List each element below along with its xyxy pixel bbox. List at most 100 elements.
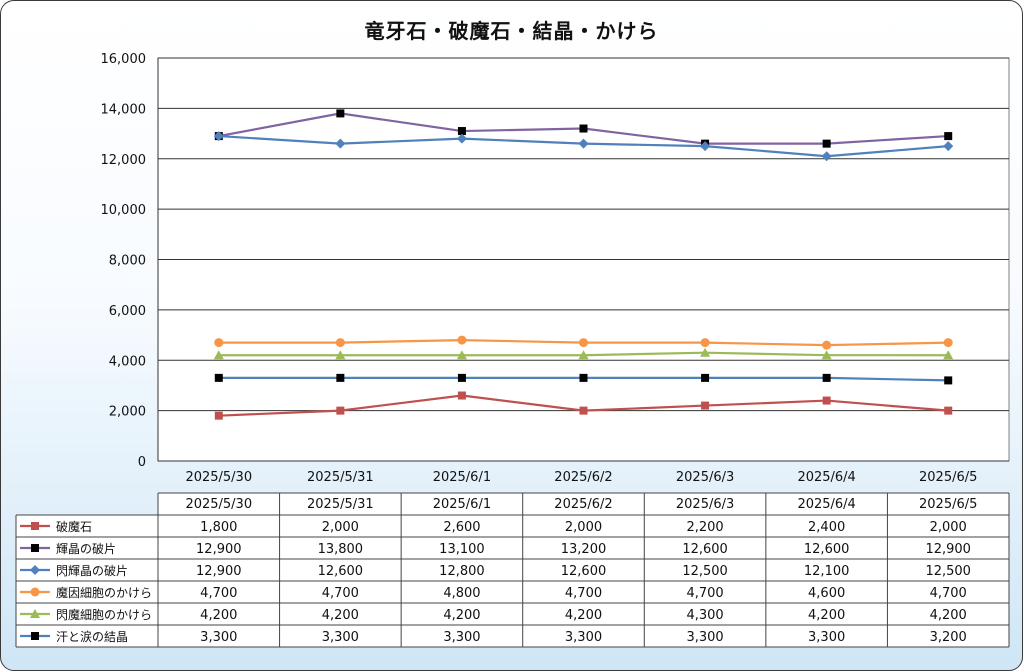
data-point bbox=[578, 350, 589, 360]
data-table: 2025/5/30 2025/5/31 2025/6/1 2025/6/2 2025/6… bbox=[15, 492, 1010, 648]
data-point bbox=[456, 350, 467, 360]
table-cell: 4,200 bbox=[930, 608, 967, 623]
table-header-cell: 2025/5/30 bbox=[185, 497, 252, 512]
legend-label: 閃魔細胞のかけら bbox=[56, 607, 152, 622]
data-point bbox=[943, 350, 954, 360]
data-point bbox=[700, 347, 711, 357]
x-tick-label: 2025/6/4 bbox=[797, 470, 855, 485]
data-point bbox=[457, 373, 466, 382]
table-cell: 4,300 bbox=[686, 608, 723, 623]
table-cell: 3,300 bbox=[200, 630, 237, 645]
legend-label: 閃輝晶の破片 bbox=[56, 563, 128, 578]
data-point bbox=[335, 350, 346, 360]
y-tick-label: 12,000 bbox=[101, 153, 147, 168]
data-point bbox=[578, 138, 589, 149]
data-point bbox=[214, 411, 223, 420]
legend-key-marker bbox=[31, 632, 39, 640]
table-cell: 4,700 bbox=[686, 586, 723, 601]
data-point bbox=[335, 138, 346, 149]
table-cell: 12,600 bbox=[682, 542, 728, 557]
table-cell: 12,900 bbox=[196, 542, 242, 557]
table-cell: 12,500 bbox=[682, 564, 728, 579]
table-cell: 13,800 bbox=[318, 542, 364, 557]
data-point bbox=[944, 406, 953, 415]
legend-label: 汗と涙の結晶 bbox=[56, 629, 128, 644]
table-cell: 12,600 bbox=[561, 564, 607, 579]
table-cell: 12,900 bbox=[925, 542, 971, 557]
data-point bbox=[700, 338, 710, 348]
data-point bbox=[701, 373, 710, 382]
table-cell: 4,200 bbox=[200, 608, 237, 623]
data-point bbox=[943, 141, 954, 152]
series-1 bbox=[214, 391, 953, 420]
x-tick-label: 2025/6/5 bbox=[919, 470, 977, 485]
x-tick-label: 2025/6/1 bbox=[433, 470, 491, 485]
legend-key-marker bbox=[31, 544, 39, 552]
legend-key-marker bbox=[30, 587, 40, 597]
data-point bbox=[456, 133, 467, 144]
data-point bbox=[821, 350, 832, 360]
table-cell: 12,500 bbox=[925, 564, 971, 579]
legend-key-marker bbox=[30, 565, 40, 575]
series-3 bbox=[213, 131, 954, 162]
series-lines bbox=[213, 109, 954, 420]
x-tick-label: 2025/5/30 bbox=[185, 470, 252, 485]
table-cell: 4,200 bbox=[322, 608, 359, 623]
legend-label: 輝晶の破片 bbox=[56, 541, 116, 556]
y-tick-label: 0 bbox=[138, 455, 146, 470]
table-cell: 2,600 bbox=[443, 520, 480, 535]
data-point bbox=[213, 131, 224, 142]
table-cell: 4,800 bbox=[443, 586, 480, 601]
table-cell: 4,700 bbox=[322, 586, 359, 601]
series-6 bbox=[214, 373, 953, 385]
gridlines bbox=[157, 57, 1010, 462]
table-cell: 12,600 bbox=[804, 542, 850, 557]
table-cell: 12,600 bbox=[318, 564, 364, 579]
data-point bbox=[822, 373, 831, 382]
table-header-cell: 2025/5/31 bbox=[307, 497, 374, 512]
data-point bbox=[944, 132, 953, 141]
y-tick-label: 14,000 bbox=[101, 102, 147, 117]
table-cell: 4,600 bbox=[808, 586, 845, 601]
table-header-cell: 2025/6/4 bbox=[797, 497, 855, 512]
x-tick-label: 2025/6/3 bbox=[676, 470, 734, 485]
data-point bbox=[822, 396, 831, 405]
data-point bbox=[579, 373, 588, 382]
data-point bbox=[821, 151, 832, 162]
y-tick-label: 4,000 bbox=[109, 354, 146, 369]
data-point bbox=[944, 376, 953, 385]
legend-label: 破魔石 bbox=[56, 519, 92, 534]
table-header-cell: 2025/6/5 bbox=[919, 497, 977, 512]
table-cell: 13,100 bbox=[439, 542, 485, 557]
series-5 bbox=[213, 347, 954, 360]
data-point bbox=[457, 127, 466, 136]
legend-key-marker bbox=[31, 522, 39, 530]
data-point bbox=[579, 124, 588, 133]
table-cell: 2,200 bbox=[686, 520, 723, 535]
table-cell: 3,300 bbox=[808, 630, 845, 645]
y-tick-label: 16,000 bbox=[101, 52, 147, 67]
x-axis: 2025/5/30 2025/5/31 2025/6/1 2025/6/2 2025/6… bbox=[185, 470, 977, 485]
y-tick-label: 2,000 bbox=[109, 405, 146, 420]
table-cell: 2,000 bbox=[930, 520, 967, 535]
table-cell: 12,100 bbox=[804, 564, 850, 579]
table-cell: 3,300 bbox=[322, 630, 359, 645]
table-cell: 3,200 bbox=[930, 630, 967, 645]
table-cell: 12,800 bbox=[439, 564, 485, 579]
table-cell: 13,200 bbox=[561, 542, 607, 557]
y-tick-label: 10,000 bbox=[101, 203, 147, 218]
table-header-bg bbox=[158, 493, 1009, 515]
table-cell: 3,300 bbox=[443, 630, 480, 645]
table-cell: 4,200 bbox=[443, 608, 480, 623]
y-axis: 0 2,000 4,000 6,000 8,000 10,000 12,000 14,000 1… bbox=[101, 52, 159, 470]
data-point bbox=[457, 391, 466, 400]
legend-key-marker bbox=[30, 609, 40, 618]
data-point bbox=[336, 373, 345, 382]
data-point bbox=[336, 406, 345, 415]
table-cell: 12,900 bbox=[196, 564, 242, 579]
table-cell: 4,700 bbox=[930, 586, 967, 601]
data-point bbox=[213, 350, 224, 360]
table-cell: 4,200 bbox=[808, 608, 845, 623]
